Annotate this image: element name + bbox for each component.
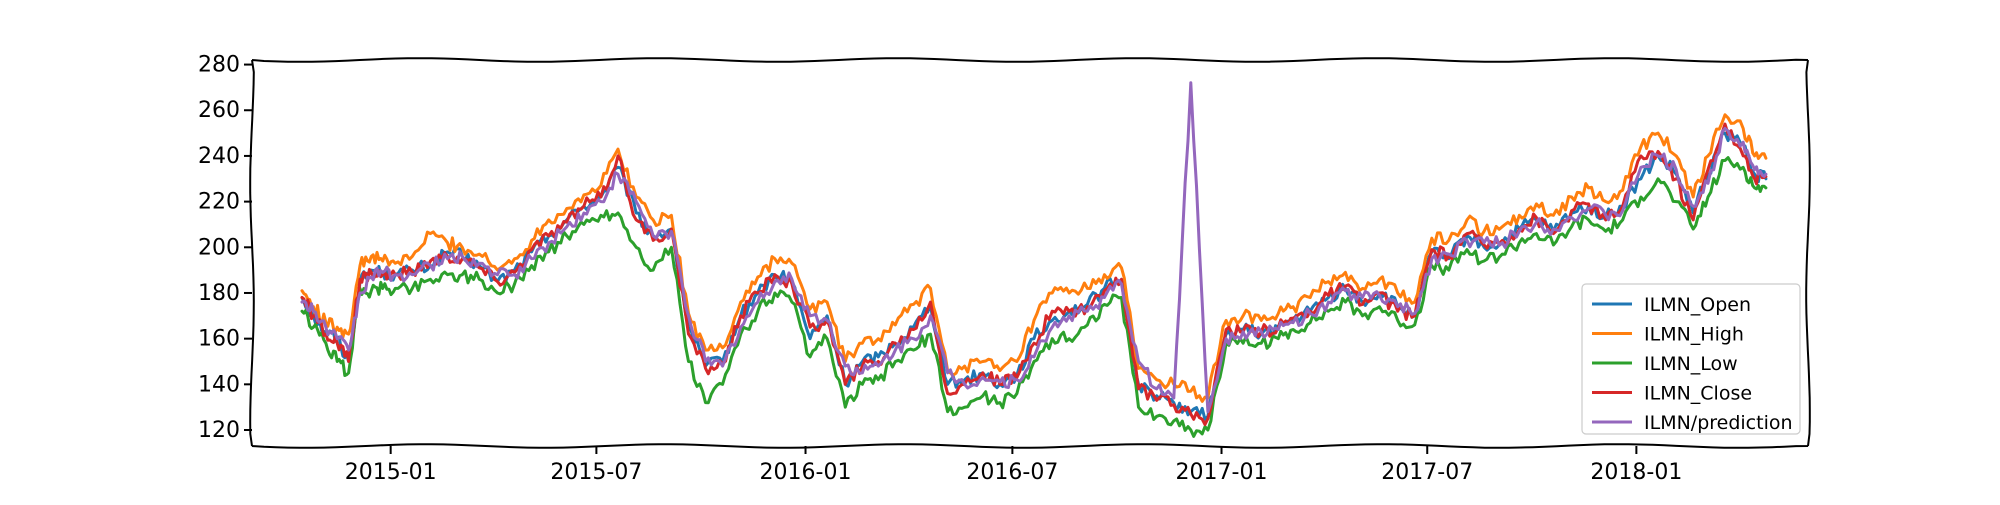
x-tick-label: 2016-01 bbox=[760, 460, 852, 485]
plot-frame bbox=[249, 57, 1811, 449]
y-tick-label: 140 bbox=[198, 372, 240, 397]
legend-box bbox=[1581, 283, 1801, 435]
y-tick-label: 280 bbox=[198, 53, 240, 78]
series-line-ilmn-high bbox=[300, 113, 1768, 403]
legend: ILMN_Open ILMN_High ILMN_Low ILMN_Close ILMN… bbox=[1581, 283, 1801, 435]
y-tick-label: 240 bbox=[198, 144, 240, 169]
y-tick-label: 180 bbox=[198, 281, 240, 306]
y-tick-label: 260 bbox=[198, 98, 240, 123]
series-line-ilmn-open bbox=[300, 129, 1768, 421]
series-line-ilmn-prediction bbox=[300, 81, 1768, 414]
x-tick-label: 2016-07 bbox=[966, 460, 1058, 485]
legend-label: ILMN/prediction bbox=[1644, 412, 1793, 434]
y-axis: 120 140 160 180 200 220 240 260 280 bbox=[198, 53, 252, 443]
x-tick-label: 2018-01 bbox=[1590, 460, 1682, 485]
legend-label: ILMN_Open bbox=[1644, 294, 1751, 316]
x-tick-label: 2015-07 bbox=[550, 460, 642, 485]
y-tick-label: 200 bbox=[198, 235, 240, 260]
y-tick-label: 160 bbox=[198, 327, 240, 352]
plot-lines bbox=[300, 81, 1768, 438]
x-tick-label: 2015-01 bbox=[345, 460, 437, 485]
series-line-ilmn-low bbox=[300, 156, 1768, 438]
x-tick-label: 2017-07 bbox=[1381, 460, 1473, 485]
legend-label: ILMN_Close bbox=[1644, 383, 1752, 405]
y-tick-label: 120 bbox=[198, 418, 240, 443]
x-tick-label: 2017-01 bbox=[1176, 460, 1268, 485]
legend-label: ILMN_Low bbox=[1644, 353, 1738, 375]
series-line-ilmn-close bbox=[300, 122, 1768, 426]
legend-label: ILMN_High bbox=[1644, 324, 1744, 346]
x-axis: 2015-01 2015-07 2016-01 2016-07 2017-01 2017-… bbox=[345, 446, 1682, 485]
y-tick-label: 220 bbox=[198, 190, 240, 215]
